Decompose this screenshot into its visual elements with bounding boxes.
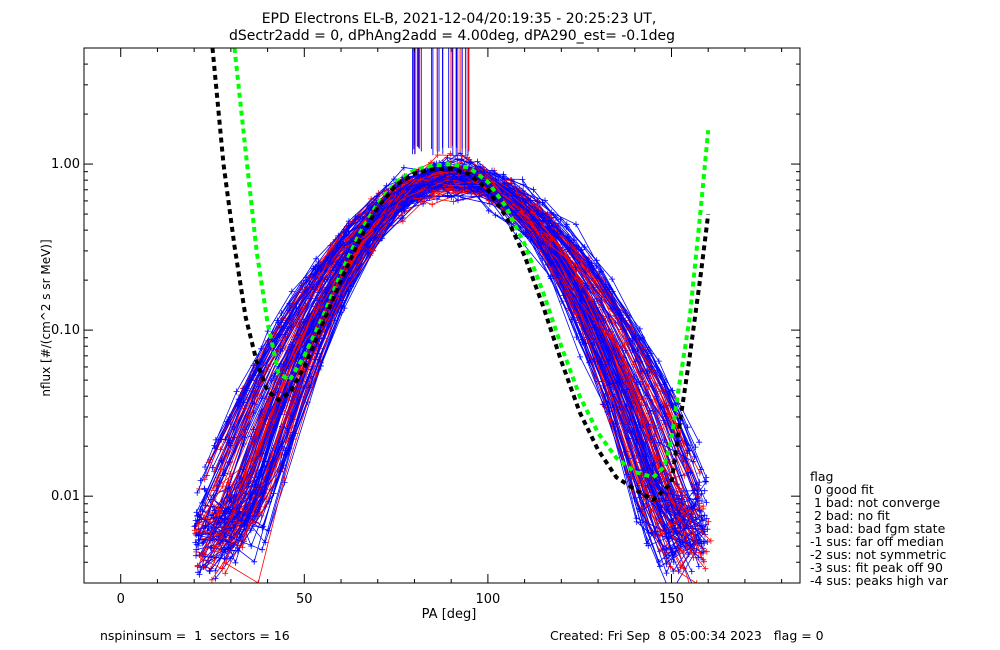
y-tick-label: 1.00 — [51, 157, 80, 172]
legend-item: 1 bad: not converge — [810, 495, 940, 510]
trace-line — [199, 163, 707, 568]
curve-layer — [210, 48, 711, 503]
legend-item: -2 sus: not symmetric — [810, 547, 946, 562]
trace-line — [210, 173, 702, 548]
legend-item: -1 sus: far off median — [810, 534, 944, 549]
footer-left: nspininsum = 1 sectors = 16 — [100, 628, 290, 643]
legend-title: flag — [810, 469, 833, 484]
trace-line — [205, 154, 700, 538]
trace-markers — [217, 174, 693, 454]
trace-markers — [222, 150, 697, 517]
y-axis-label: nflux [#/(cm^2 s sr MeV)] — [39, 239, 53, 396]
legend: flag 0 good fit 1 bad: not converge 2 ba… — [810, 469, 949, 588]
plot-frame — [83, 47, 801, 584]
axes-layer: 0 50 100 150 0.01 0.10 1.00 — [51, 47, 801, 607]
x-tick-label: 100 — [475, 592, 500, 607]
trace-markers — [197, 167, 709, 485]
x-tick-label: 50 — [296, 592, 313, 607]
trace-line — [195, 168, 695, 541]
legend-item: -4 sus: peaks high var — [810, 573, 949, 588]
y-tick-label: 0.10 — [51, 323, 80, 338]
legend-item: 3 bad: bad fgm state — [810, 521, 946, 536]
fit-curve-green — [232, 48, 711, 480]
trace-line — [200, 170, 706, 482]
trace-line — [202, 168, 699, 554]
chart-title-line2: dSectr2add = 0, dPhAng2add = 4.00deg, dP… — [229, 28, 675, 44]
y-tick-label: 0.01 — [51, 489, 80, 504]
legend-item: 2 bad: no fit — [810, 508, 890, 523]
footer-right: Created: Fri Sep 8 05:00:34 2023 flag = … — [550, 628, 824, 643]
x-axis-label: PA [deg] — [422, 607, 477, 622]
chart-title-line1: EPD Electrons EL-B, 2021-12-04/20:19:35 … — [262, 11, 657, 27]
legend-item: -3 sus: fit peak off 90 — [810, 560, 943, 575]
x-tick-label: 150 — [659, 592, 684, 607]
x-tick-label: 0 — [117, 592, 125, 607]
trace-line — [195, 176, 695, 559]
legend-item: 0 good fit — [810, 482, 874, 497]
fit-curve-black — [210, 48, 711, 503]
